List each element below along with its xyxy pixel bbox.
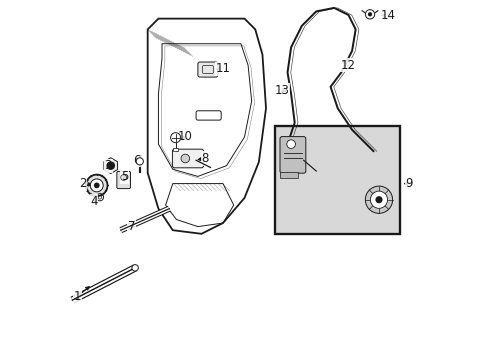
Text: 14: 14 bbox=[380, 9, 395, 22]
Circle shape bbox=[365, 186, 392, 213]
FancyBboxPatch shape bbox=[117, 171, 130, 189]
Text: 8: 8 bbox=[201, 152, 208, 165]
Circle shape bbox=[170, 133, 180, 143]
Circle shape bbox=[132, 265, 138, 271]
FancyBboxPatch shape bbox=[172, 149, 203, 168]
Circle shape bbox=[106, 161, 115, 170]
Text: 7: 7 bbox=[127, 220, 135, 233]
Text: 1: 1 bbox=[74, 290, 81, 303]
Circle shape bbox=[181, 154, 189, 163]
Text: 12: 12 bbox=[340, 59, 355, 72]
Text: 11: 11 bbox=[215, 62, 230, 75]
Circle shape bbox=[367, 12, 371, 17]
Bar bbox=[280, 172, 298, 178]
Circle shape bbox=[369, 191, 387, 208]
Circle shape bbox=[136, 158, 143, 165]
Circle shape bbox=[375, 196, 382, 203]
Bar bbox=[274, 126, 400, 234]
FancyBboxPatch shape bbox=[280, 136, 305, 173]
Circle shape bbox=[365, 10, 374, 19]
Bar bbox=[173, 148, 178, 151]
Text: 4: 4 bbox=[90, 195, 98, 208]
Text: 2: 2 bbox=[79, 177, 87, 190]
Text: 13: 13 bbox=[274, 84, 289, 97]
Text: 10: 10 bbox=[178, 130, 192, 144]
Circle shape bbox=[94, 183, 100, 188]
Circle shape bbox=[86, 175, 107, 196]
Text: 6: 6 bbox=[133, 154, 141, 167]
FancyBboxPatch shape bbox=[198, 62, 218, 77]
Circle shape bbox=[90, 179, 103, 192]
Polygon shape bbox=[103, 158, 117, 174]
Circle shape bbox=[286, 140, 295, 148]
Text: 3: 3 bbox=[104, 159, 112, 172]
Text: 5: 5 bbox=[121, 170, 128, 183]
Text: 9: 9 bbox=[405, 177, 412, 190]
